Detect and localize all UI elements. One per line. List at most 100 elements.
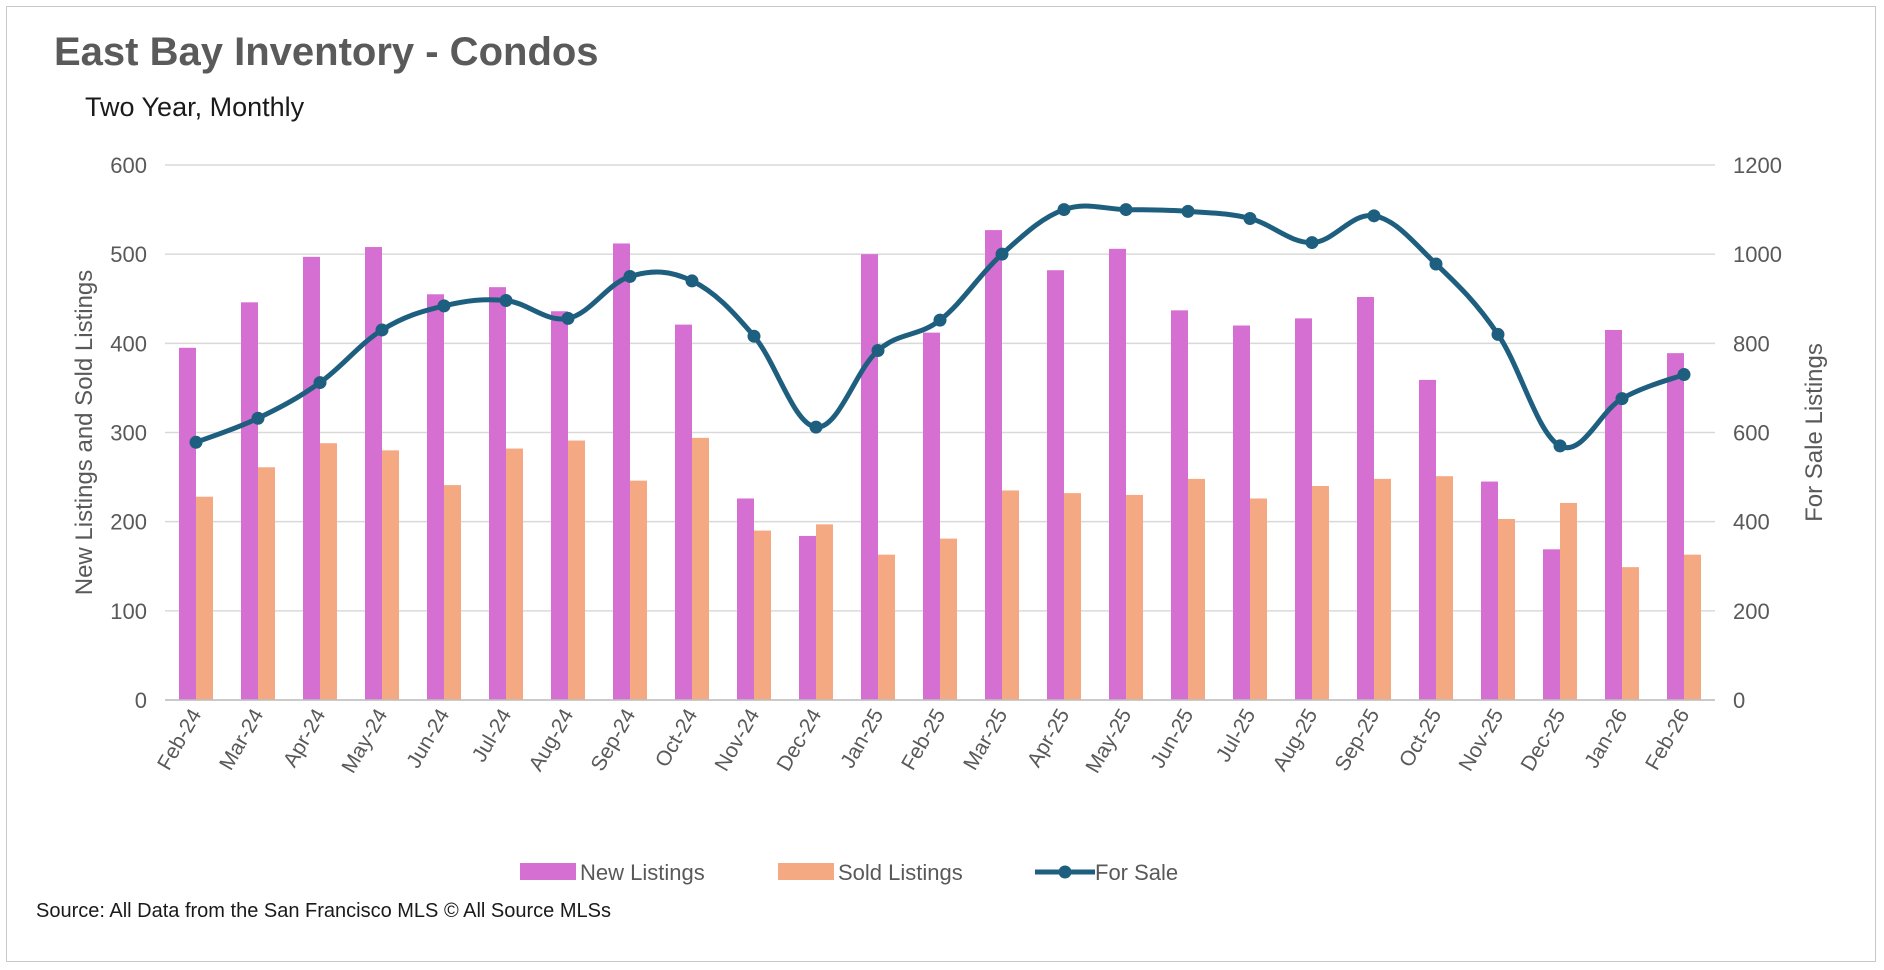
bar-new-listings	[1543, 549, 1560, 700]
for-sale-point	[1367, 209, 1381, 223]
x-tick-label: Jan-26	[1580, 705, 1632, 772]
for-sale-point	[1677, 368, 1691, 382]
bar-sold-listings	[320, 443, 337, 700]
bar-sold-listings	[1002, 490, 1019, 700]
bar-new-listings	[489, 287, 506, 700]
bar-new-listings	[861, 254, 878, 700]
bar-sold-listings	[816, 524, 833, 700]
for-sale-point	[1553, 439, 1567, 453]
for-sale-point	[1243, 212, 1257, 225]
bar-sold-listings	[1374, 478, 1391, 700]
bar-new-listings	[613, 243, 630, 700]
for-sale-point	[437, 299, 451, 313]
bar-new-listings	[1171, 310, 1188, 700]
y-tick-label: 600	[110, 153, 147, 178]
bar-sold-listings	[1622, 567, 1639, 700]
x-tick-label: Jul-24	[468, 705, 517, 766]
bar-new-listings	[1419, 379, 1436, 700]
y2-tick-label: 600	[1733, 421, 1770, 446]
y2-tick-label: 0	[1733, 688, 1745, 713]
for-sale-point	[1429, 257, 1443, 271]
source-note: Source: All Data from the San Francisco …	[36, 900, 611, 922]
bar-sold-listings	[1250, 498, 1267, 700]
for-sale-point	[499, 294, 513, 308]
y-axis-title: New Listings and Sold Listings	[71, 270, 98, 596]
y-tick-label: 500	[110, 242, 147, 267]
bar-new-listings	[1667, 353, 1684, 700]
for-sale-point	[685, 274, 699, 288]
bar-new-listings	[1357, 296, 1374, 700]
x-tick-label: Nov-25	[1455, 705, 1509, 775]
for-sale-point	[1491, 327, 1505, 341]
x-tick-label: Jun-25	[1146, 705, 1198, 772]
bar-sold-listings	[506, 448, 523, 700]
x-tick-label: May-24	[337, 705, 392, 777]
for-sale-point	[933, 313, 947, 327]
y-tick-label: 0	[135, 688, 147, 713]
chart-title: East Bay Inventory - Condos	[54, 30, 599, 74]
x-tick-label: Aug-24	[525, 705, 579, 775]
x-tick-label: Jan-25	[836, 705, 888, 772]
for-sale-point	[251, 411, 265, 425]
bar-sold-listings	[1560, 502, 1577, 700]
x-tick-label: Sep-25	[1331, 705, 1385, 775]
bar-new-listings	[923, 332, 940, 700]
bar-new-listings	[1233, 325, 1250, 700]
bar-new-listings	[1295, 318, 1312, 700]
chart-frame	[6, 6, 1876, 962]
bar-sold-listings	[878, 554, 895, 700]
y-tick-label: 100	[110, 599, 147, 624]
bar-sold-listings	[1064, 493, 1081, 700]
bar-sold-listings	[1126, 494, 1143, 700]
x-tick-label: Mar-24	[215, 705, 268, 774]
x-tick-label: Apr-24	[279, 705, 331, 771]
bar-new-listings	[1605, 329, 1622, 700]
bar-new-listings	[985, 230, 1002, 700]
bar-new-listings	[737, 498, 754, 700]
for-sale-point	[1305, 236, 1319, 250]
bar-sold-listings	[1312, 486, 1329, 700]
x-tick-label: Feb-26	[1641, 705, 1694, 774]
for-sale-point	[623, 269, 637, 283]
for-sale-point	[1057, 203, 1071, 217]
x-tick-label: Apr-25	[1023, 705, 1074, 771]
bar-sold-listings	[754, 530, 771, 700]
for-sale-point	[747, 329, 761, 343]
x-tick-label: Jul-25	[1212, 705, 1261, 766]
bar-sold-listings	[1498, 518, 1515, 700]
y2-tick-label: 1000	[1733, 242, 1782, 267]
for-sale-point	[871, 343, 885, 357]
for-sale-point	[1181, 204, 1195, 218]
bar-new-listings	[179, 347, 196, 700]
for-sale-point	[561, 311, 575, 325]
bar-new-listings	[1047, 270, 1064, 700]
legend-for-sale-marker	[1058, 865, 1072, 879]
x-tick-label: Oct-24	[651, 705, 703, 771]
for-sale-point	[809, 420, 823, 434]
y-tick-label: 400	[110, 331, 147, 356]
bar-sold-listings	[382, 450, 399, 700]
y2-axis-title: For Sale Listings	[1801, 343, 1828, 522]
bar-new-listings	[427, 294, 444, 700]
x-tick-label: Dec-24	[773, 705, 827, 775]
bar-new-listings	[1481, 481, 1498, 700]
bar-sold-listings	[940, 538, 957, 700]
for-sale-point	[1119, 203, 1133, 217]
x-tick-label: Feb-25	[897, 705, 950, 774]
x-tick-label: Oct-25	[1395, 705, 1446, 771]
bar-sold-listings	[196, 496, 213, 700]
chart-subtitle: Two Year, Monthly	[85, 92, 305, 122]
x-tick-label: Jun-24	[402, 705, 454, 772]
bar-sold-listings	[1188, 478, 1205, 700]
x-tick-label: Feb-24	[153, 705, 206, 774]
legend-new-listings-swatch	[520, 863, 576, 880]
bar-sold-listings	[444, 485, 461, 700]
legend-sold-listings-label: Sold Listings	[838, 860, 963, 885]
x-tick-label: Dec-25	[1517, 705, 1571, 775]
for-sale-point	[1615, 392, 1629, 406]
bar-new-listings	[799, 535, 816, 700]
bar-new-listings	[1109, 248, 1126, 701]
legend-for-sale-label: For Sale	[1095, 860, 1178, 885]
x-tick-label: Mar-25	[959, 705, 1012, 774]
legend-sold-listings-swatch	[778, 863, 834, 880]
